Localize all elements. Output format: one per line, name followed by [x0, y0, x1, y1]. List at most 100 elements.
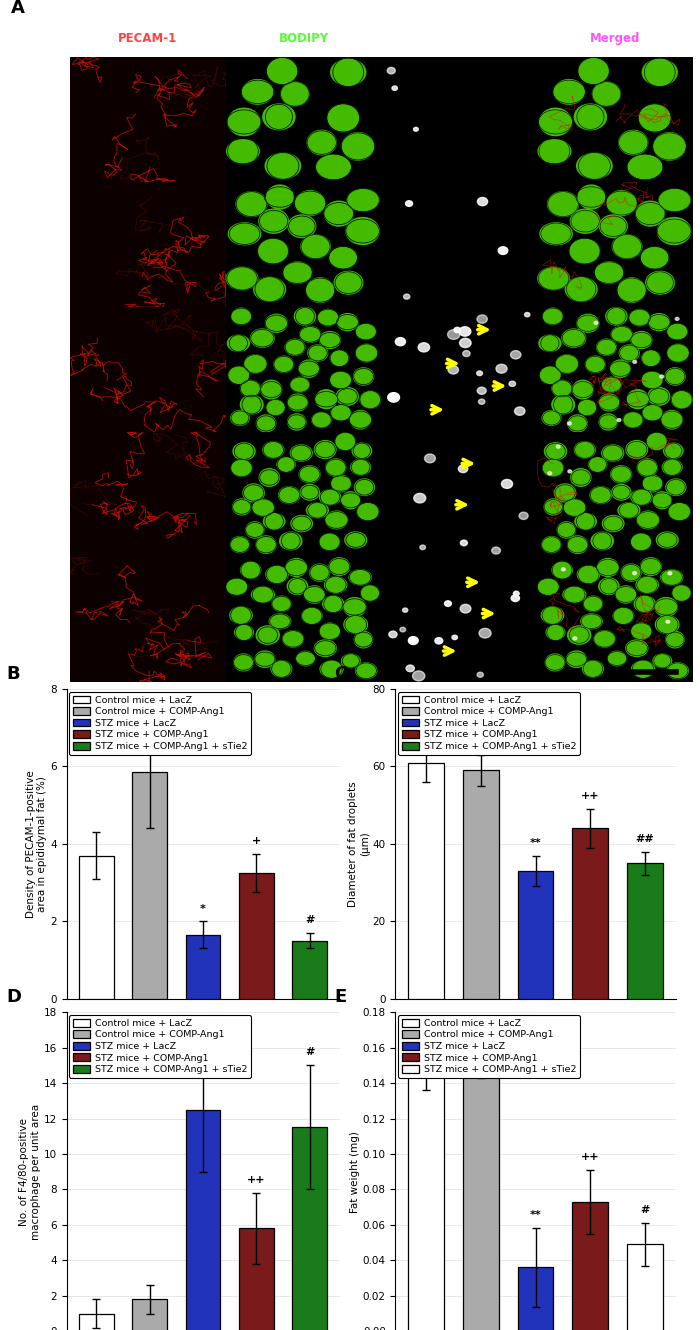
Ellipse shape	[244, 355, 266, 372]
Ellipse shape	[557, 521, 575, 537]
Ellipse shape	[538, 579, 558, 595]
Circle shape	[519, 512, 528, 520]
Ellipse shape	[299, 360, 318, 378]
Ellipse shape	[288, 215, 316, 238]
Ellipse shape	[332, 475, 350, 492]
Circle shape	[406, 665, 414, 672]
Ellipse shape	[272, 596, 291, 612]
Ellipse shape	[251, 587, 274, 602]
Bar	[627, 863, 663, 999]
Ellipse shape	[258, 239, 288, 263]
Bar	[186, 1109, 220, 1330]
Ellipse shape	[554, 80, 584, 104]
Text: ++: ++	[581, 791, 599, 801]
Ellipse shape	[307, 130, 336, 154]
Text: *: *	[147, 698, 153, 709]
Ellipse shape	[662, 411, 682, 428]
Ellipse shape	[552, 395, 575, 414]
Ellipse shape	[618, 278, 645, 302]
Text: BODIPY: BODIPY	[279, 32, 329, 45]
Circle shape	[448, 366, 458, 374]
Ellipse shape	[545, 443, 566, 460]
Ellipse shape	[331, 372, 351, 388]
Ellipse shape	[316, 390, 337, 408]
Ellipse shape	[628, 156, 662, 180]
Ellipse shape	[342, 133, 374, 160]
Ellipse shape	[577, 314, 599, 332]
Ellipse shape	[667, 662, 688, 678]
Circle shape	[496, 364, 507, 374]
Ellipse shape	[267, 185, 293, 209]
Ellipse shape	[229, 367, 248, 383]
Ellipse shape	[291, 516, 312, 532]
Ellipse shape	[335, 434, 355, 450]
Circle shape	[402, 608, 408, 612]
Ellipse shape	[308, 344, 328, 360]
Ellipse shape	[300, 326, 321, 342]
Ellipse shape	[653, 654, 671, 668]
Ellipse shape	[568, 626, 591, 644]
Circle shape	[414, 128, 419, 132]
Ellipse shape	[231, 411, 249, 426]
Circle shape	[633, 360, 636, 363]
Ellipse shape	[631, 331, 652, 348]
Ellipse shape	[319, 489, 341, 504]
Ellipse shape	[577, 153, 612, 178]
Ellipse shape	[564, 499, 585, 516]
Ellipse shape	[321, 622, 340, 640]
Ellipse shape	[227, 579, 246, 595]
Ellipse shape	[579, 59, 608, 84]
Ellipse shape	[661, 569, 682, 585]
Text: A: A	[10, 0, 25, 17]
Bar	[573, 1202, 608, 1330]
Ellipse shape	[280, 532, 302, 549]
Text: STZ mice
+COMP-Ang1
+sTie2: STZ mice +COMP-Ang1 +sTie2	[25, 589, 55, 650]
Ellipse shape	[256, 415, 276, 432]
Circle shape	[524, 313, 530, 317]
Ellipse shape	[350, 411, 370, 428]
Ellipse shape	[360, 391, 381, 408]
Circle shape	[408, 637, 418, 645]
Circle shape	[573, 637, 577, 640]
Ellipse shape	[620, 344, 639, 360]
Bar	[518, 871, 553, 999]
Ellipse shape	[361, 585, 379, 601]
Circle shape	[392, 86, 398, 90]
Ellipse shape	[356, 662, 377, 678]
Circle shape	[400, 628, 406, 632]
Circle shape	[444, 601, 452, 606]
Ellipse shape	[654, 133, 685, 160]
Ellipse shape	[589, 458, 607, 471]
Ellipse shape	[288, 414, 306, 430]
Text: ++: ++	[581, 1152, 599, 1162]
Ellipse shape	[330, 247, 356, 267]
Ellipse shape	[621, 564, 641, 581]
Ellipse shape	[540, 223, 572, 245]
Bar	[293, 940, 327, 999]
Circle shape	[461, 540, 468, 545]
Bar	[132, 773, 167, 999]
Ellipse shape	[643, 475, 662, 492]
Ellipse shape	[265, 153, 300, 178]
Ellipse shape	[307, 278, 334, 302]
Circle shape	[418, 343, 430, 352]
Ellipse shape	[331, 406, 351, 420]
Ellipse shape	[323, 596, 344, 612]
Ellipse shape	[563, 587, 586, 602]
Ellipse shape	[584, 596, 603, 612]
Ellipse shape	[299, 465, 320, 483]
Ellipse shape	[611, 326, 632, 342]
Ellipse shape	[640, 557, 661, 576]
Ellipse shape	[261, 380, 281, 399]
Circle shape	[491, 547, 500, 555]
Text: ***: ***	[194, 1029, 212, 1040]
Ellipse shape	[598, 579, 619, 595]
Text: ##: ##	[636, 834, 654, 845]
Ellipse shape	[328, 105, 358, 130]
Ellipse shape	[230, 606, 252, 624]
Ellipse shape	[266, 567, 288, 583]
Ellipse shape	[612, 484, 631, 500]
Text: C: C	[334, 665, 347, 682]
Ellipse shape	[357, 504, 379, 520]
Ellipse shape	[253, 499, 274, 516]
